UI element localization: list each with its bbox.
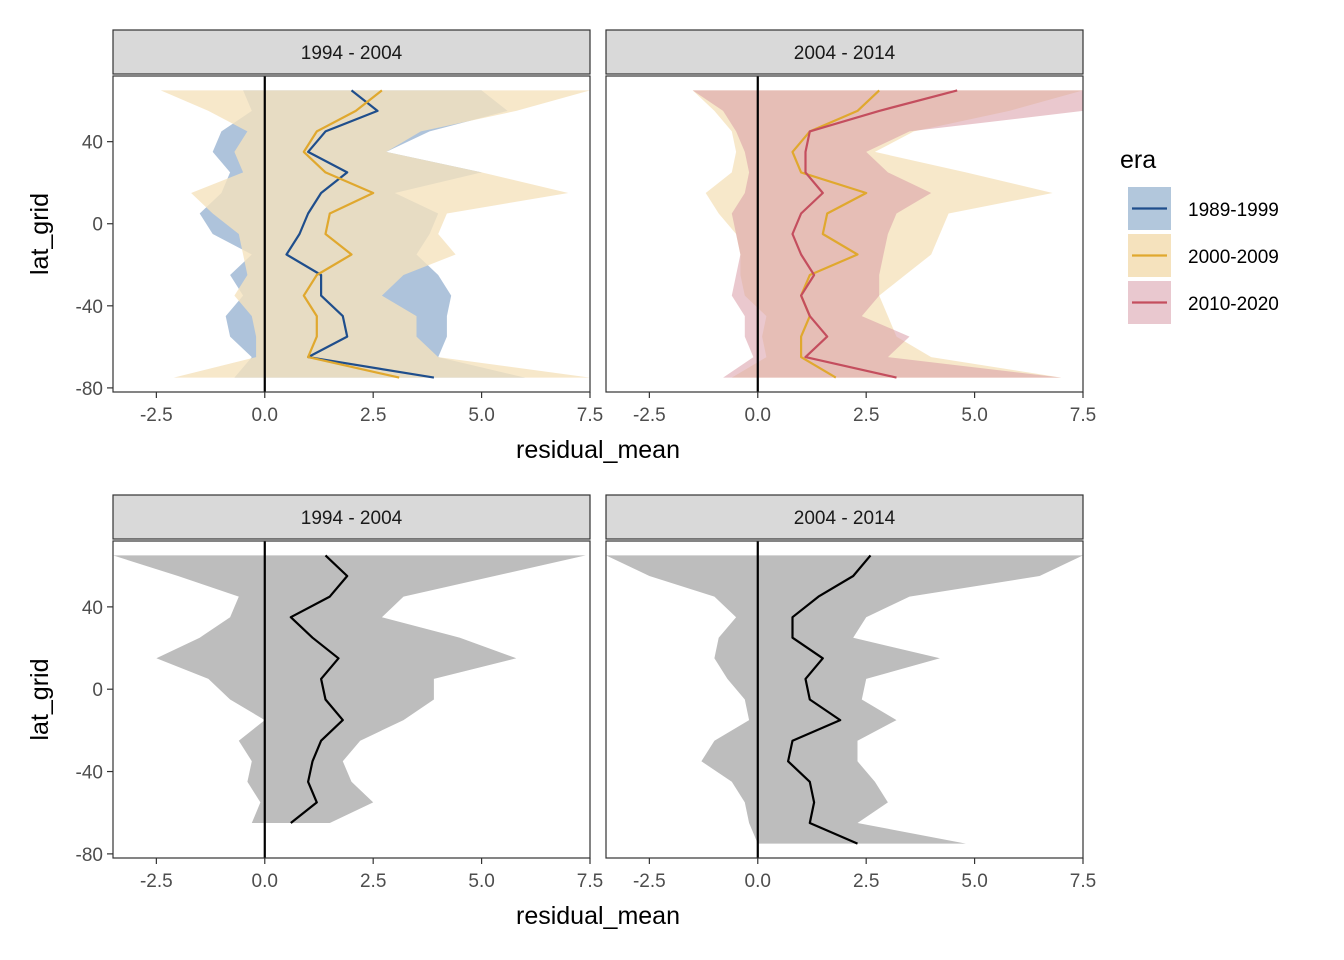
panel-2: 2004 - 2014 -2.5 0.0 2.5 5.0 7.5 — [605, 29, 1096, 426]
x-tick-label: 2.5 — [853, 871, 879, 892]
facet-strip — [605, 29, 1084, 75]
y-axis-title: lat_grid — [26, 659, 54, 741]
y-tick-label: -80 — [76, 845, 103, 866]
x-tick-label: -2.5 — [140, 405, 173, 426]
x-tick-label: 7.5 — [1070, 405, 1096, 426]
panel-2: 2004 - 2014 -2.5 0.0 2.5 5.0 7.5 — [605, 494, 1096, 892]
mean-line-1989-1999 — [285, 89, 435, 379]
ribbon-2010-2020 — [692, 90, 1083, 378]
panel-border — [605, 75, 1084, 393]
x-tick-label: -2.5 — [633, 871, 666, 892]
plot-top: 1994 - 2004 -2.5 0.0 2.5 5.0 7.5 -80 -40 0 40 2004… — [26, 29, 1279, 464]
facet-strip-label: 1994 - 2004 — [301, 508, 403, 529]
x-tick-label: 5.0 — [468, 405, 494, 426]
x-tick-label: 5.0 — [961, 871, 987, 892]
panel-content — [113, 541, 586, 858]
x-tick-label: 7.5 — [577, 405, 603, 426]
x-tick-label: 2.5 — [360, 871, 386, 892]
panel-1: 1994 - 2004 -2.5 0.0 2.5 5.0 7.5 -80 -40 0 40 — [76, 29, 603, 426]
facet-strip-label: 2004 - 2014 — [794, 508, 896, 529]
mean-line-2010-2020 — [791, 89, 958, 379]
y-tick-label: -40 — [76, 763, 103, 784]
ribbon-all — [606, 555, 1083, 844]
y-tick-label: -80 — [76, 379, 103, 400]
x-tick-label: 5.0 — [468, 871, 494, 892]
x-axis-title: residual_mean — [516, 436, 680, 464]
x-tick-label: 2.5 — [853, 405, 879, 426]
panel-border — [112, 540, 591, 859]
x-tick-label: -2.5 — [140, 871, 173, 892]
facet-strip-label: 2004 - 2014 — [794, 43, 896, 64]
facet-strip-label: 1994 - 2004 — [301, 43, 403, 64]
mean-line-2000-2009 — [791, 89, 880, 379]
panel-border — [112, 75, 591, 393]
x-tick-label: 0.0 — [745, 871, 771, 892]
y-tick-label: 40 — [82, 598, 103, 619]
x-tick-label: 0.0 — [252, 871, 278, 892]
ribbon-2000-2009 — [160, 90, 590, 378]
mean-line-all — [289, 554, 349, 824]
panel-content — [692, 76, 1083, 392]
y-tick-label: 40 — [82, 133, 103, 154]
y-tick-label: 0 — [92, 215, 103, 236]
x-tick-label: 7.5 — [1070, 871, 1096, 892]
x-tick-label: -2.5 — [633, 405, 666, 426]
legend-label: 2000-2009 — [1188, 247, 1279, 268]
legend-label: 2010-2020 — [1188, 294, 1279, 315]
x-tick-label: 0.0 — [252, 405, 278, 426]
x-tick-label: 5.0 — [961, 405, 987, 426]
panel-border — [605, 540, 1084, 859]
plot-bottom: 1994 - 2004 -2.5 0.0 2.5 5.0 7.5 -80 -40 0 40 2004… — [26, 494, 1096, 930]
mean-line-all — [786, 554, 872, 845]
y-tick-label: 0 — [92, 680, 103, 701]
legend-label: 1989-1999 — [1188, 200, 1279, 221]
x-tick-label: 7.5 — [577, 871, 603, 892]
legend-title: era — [1120, 146, 1156, 174]
ribbon-all — [113, 555, 586, 823]
facet-strip — [112, 29, 591, 75]
x-axis-title: residual_mean — [516, 902, 680, 930]
x-tick-label: 2.5 — [360, 405, 386, 426]
panel-content — [160, 76, 590, 392]
y-axis-title: lat_grid — [26, 193, 54, 275]
legend: era 1989-1999 2000-2009 2010-2020 — [1120, 146, 1279, 324]
x-tick-label: 0.0 — [745, 405, 771, 426]
panel-1: 1994 - 2004 -2.5 0.0 2.5 5.0 7.5 -80 -40 0 40 — [76, 494, 603, 892]
panel-content — [606, 541, 1083, 858]
y-tick-label: -40 — [76, 297, 103, 318]
facet-strip — [605, 494, 1084, 540]
mean-line-2000-2009 — [302, 89, 400, 379]
facet-strip — [112, 494, 591, 540]
